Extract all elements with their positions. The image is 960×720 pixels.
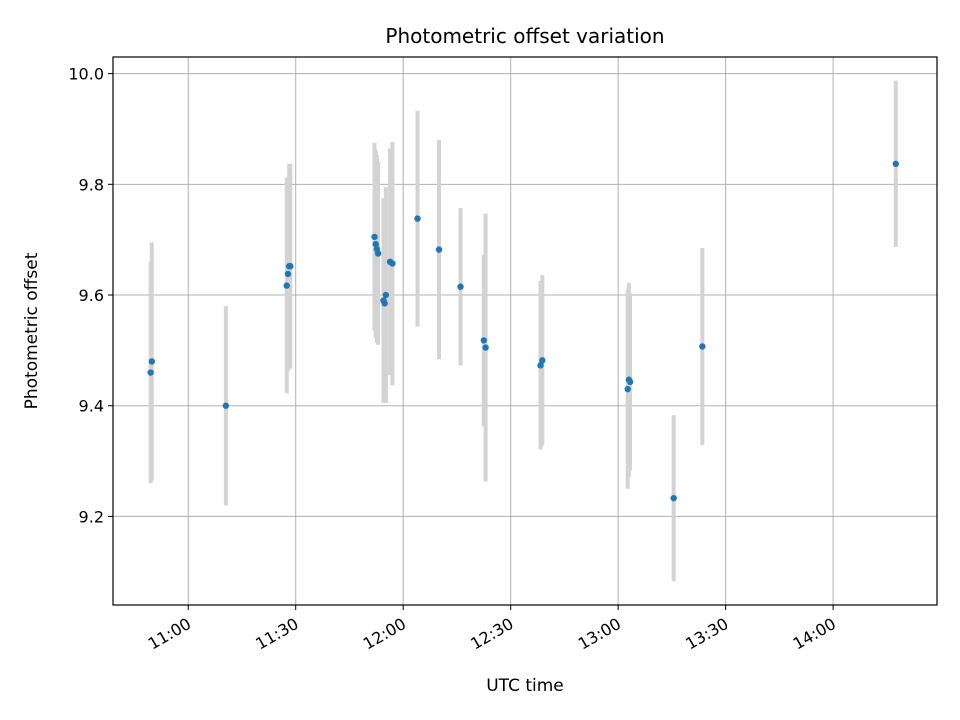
data-point (147, 369, 154, 376)
y-tick-label: 9.4 (79, 397, 104, 416)
data-point (626, 378, 634, 386)
plot-frame (112, 56, 938, 606)
data-point (457, 283, 464, 290)
y-tick-label: 9.6 (79, 286, 104, 305)
data-point (892, 160, 899, 168)
data-point (381, 300, 388, 307)
data-point (374, 250, 382, 257)
data-point (389, 260, 396, 267)
data-point (148, 358, 156, 365)
data-point (624, 385, 631, 393)
data-point (539, 357, 546, 364)
grid (113, 57, 937, 605)
data-markers (147, 160, 899, 502)
data-point (537, 362, 544, 369)
y-tick-label: 9.2 (79, 507, 104, 526)
data-point (222, 402, 230, 409)
data-point (670, 494, 677, 502)
data-point (482, 344, 489, 351)
data-point (283, 282, 290, 289)
x-axis-title: UTC time (486, 676, 564, 696)
data-point (480, 337, 487, 344)
data-point (435, 246, 443, 253)
data-point (371, 233, 378, 241)
data-point (372, 240, 379, 248)
data-point (284, 270, 292, 278)
y-tick-label: 9.8 (79, 175, 104, 194)
data-point (699, 343, 706, 350)
y-axis-title: Photometric offset (22, 252, 42, 409)
data-point (414, 215, 421, 222)
data-point (382, 291, 390, 299)
y-tick-label: 10.0 (68, 65, 104, 84)
y-axis: 9.2 9.4 9.6 9.8 10.0 (68, 65, 113, 526)
chart-title: Photometric offset variation (385, 24, 664, 48)
data-point (287, 263, 294, 270)
